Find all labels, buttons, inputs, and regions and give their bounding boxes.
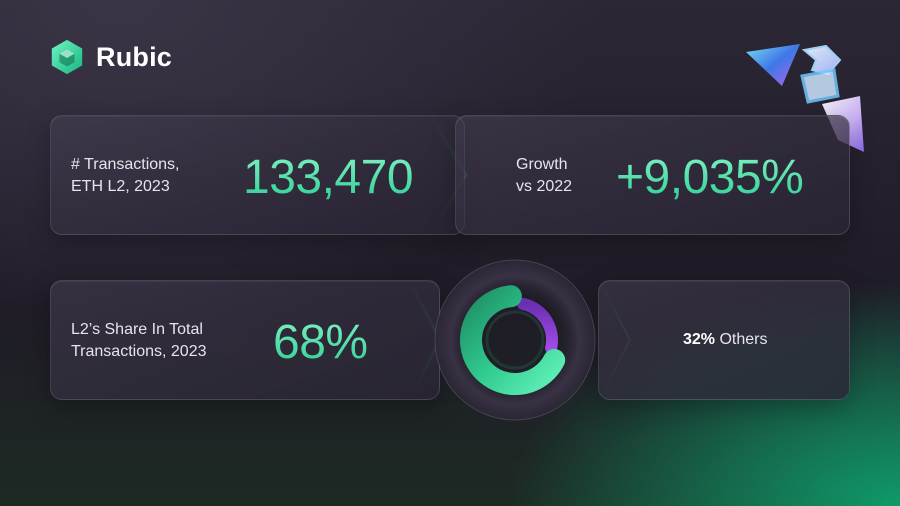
l2-share-card: L2’s Share In Total Transactions, 2023 6…	[50, 280, 440, 400]
others-card: 32% Others	[598, 280, 850, 400]
others-percent: 32%	[683, 331, 716, 348]
donut-segment-others	[517, 297, 558, 355]
l2-share-label: L2’s Share In Total Transactions, 2023	[71, 319, 206, 363]
brand-logo: Rubic	[48, 38, 172, 76]
transactions-label-line1: # Transactions,	[71, 156, 180, 173]
others-label: Others	[719, 331, 768, 348]
donut-inner-glow	[485, 310, 545, 370]
growth-value: +9,035%	[616, 151, 804, 204]
transactions-card: # Transactions, ETH L2, 2023 133,470	[50, 115, 465, 235]
donut-svg	[434, 259, 596, 421]
growth-label-line2: vs 2022	[516, 178, 573, 195]
others-text: 32% Others	[683, 331, 768, 349]
growth-label-line1: Growth	[516, 156, 568, 173]
l2-share-label-line2: Transactions, 2023	[71, 343, 207, 360]
transactions-label: # Transactions, ETH L2, 2023	[71, 154, 180, 198]
growth-label: Growth vs 2022	[516, 154, 572, 198]
growth-card: Growth vs 2022 +9,035%	[455, 115, 850, 235]
donut-segment-l2	[460, 285, 566, 395]
l2-share-label-line1: L2’s Share In Total	[71, 321, 203, 338]
share-donut-chart	[425, 255, 605, 425]
donut-backdrop	[434, 259, 596, 421]
brand-name: Rubic	[96, 41, 173, 72]
transactions-value: 133,470	[243, 151, 414, 204]
l2-share-value: 68%	[273, 316, 368, 369]
cube-icon	[51, 39, 83, 75]
transactions-label-line2: ETH L2, 2023	[71, 178, 170, 195]
